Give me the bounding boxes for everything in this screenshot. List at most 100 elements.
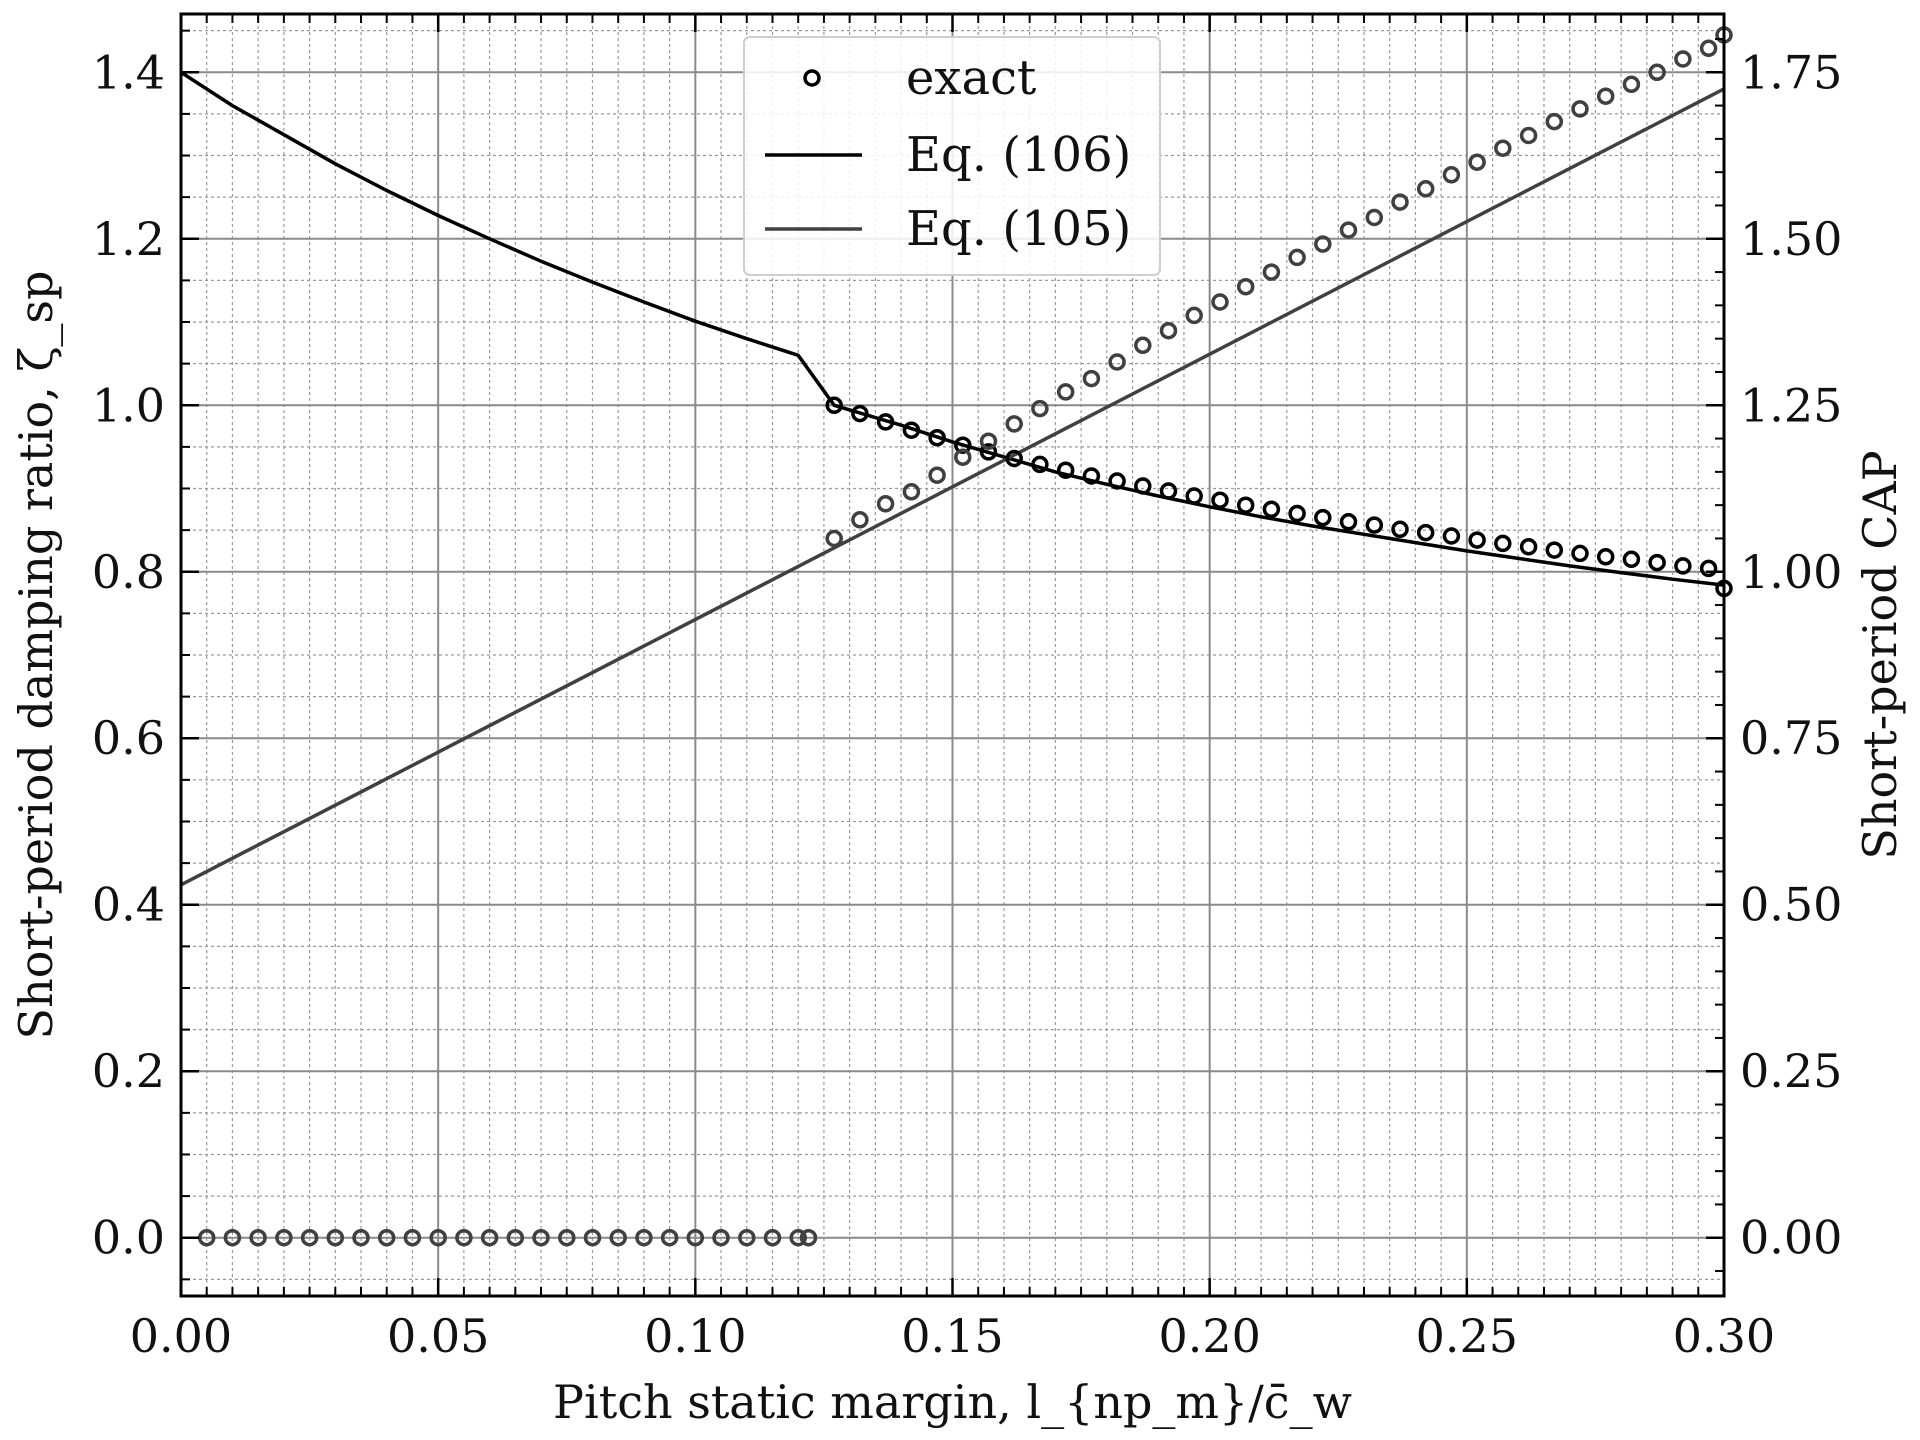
data-point	[954, 436, 972, 454]
data-point	[1622, 75, 1641, 94]
data-point	[1134, 477, 1152, 495]
y-right-tick-label: 1.50	[1740, 212, 1842, 266]
data-point	[1236, 496, 1255, 514]
data-point	[609, 1228, 627, 1247]
data-point	[1545, 541, 1564, 559]
data-point	[1416, 523, 1435, 542]
data-point	[1339, 221, 1358, 239]
data-point	[1031, 455, 1049, 474]
data-point	[635, 1228, 653, 1247]
y-left-tick-label: 0.4	[92, 878, 165, 932]
y-left-tick-label: 0.0	[92, 1211, 165, 1265]
data-point	[660, 1228, 679, 1247]
data-point	[799, 1228, 818, 1247]
data-point	[1211, 293, 1229, 311]
data-point	[928, 428, 946, 447]
data-point	[1545, 112, 1564, 131]
y-right-tick-label: 1.75	[1740, 45, 1842, 99]
data-point	[902, 421, 921, 439]
data-point	[1314, 508, 1332, 527]
y-right-tick-label: 0.75	[1740, 711, 1842, 765]
data-point	[1031, 399, 1049, 418]
data-point	[1056, 383, 1075, 401]
y-left-tick-label: 1.0	[92, 378, 165, 432]
axis-labels: 0.00 0.05 0.10 0.15 0.20 0.25 0.30 0.0 0.2 0.4 0.6…	[9, 45, 1907, 1429]
data-point	[1699, 559, 1718, 578]
data-point	[1108, 353, 1126, 371]
data-point	[1159, 482, 1178, 500]
data-point	[1571, 544, 1589, 563]
data-point	[326, 1228, 345, 1247]
data-point	[403, 1228, 422, 1247]
data-point	[1391, 520, 1409, 539]
legend-label: Eq. (106)	[906, 127, 1131, 183]
legend-box	[743, 36, 1161, 276]
data-point	[1442, 166, 1461, 184]
data-point	[876, 495, 895, 513]
data-point	[455, 1228, 473, 1247]
data-point	[1185, 306, 1203, 325]
data-point	[1159, 321, 1178, 340]
data-point	[1519, 538, 1538, 556]
data-point	[1365, 516, 1384, 534]
data-point	[1674, 557, 1692, 575]
data-point	[1262, 263, 1281, 281]
data-point	[1288, 504, 1306, 523]
data-point	[1262, 500, 1281, 519]
data-point	[1391, 193, 1409, 211]
legend-label: Eq. (105)	[906, 201, 1131, 257]
data-point	[1288, 248, 1306, 267]
data-point	[1468, 531, 1486, 549]
data-point	[275, 1228, 293, 1247]
x-axis-label: Pitch static margin, l_{np_m}/c̄_w	[553, 1375, 1352, 1429]
data-point	[532, 1228, 550, 1247]
y-right-tick-label: 1.00	[1740, 545, 1842, 599]
x-tick-label: 0.25	[1416, 1309, 1518, 1363]
data-point	[876, 413, 895, 431]
data-point	[1699, 39, 1718, 58]
data-point	[1056, 461, 1075, 479]
data-point	[1134, 336, 1152, 355]
data-point	[429, 1228, 447, 1247]
data-point	[1622, 550, 1641, 569]
data-point	[1416, 180, 1435, 198]
y-right-tick-label: 0.00	[1740, 1211, 1842, 1265]
y-right-tick-label: 1.25	[1740, 378, 1842, 432]
x-tick-label: 0.20	[1158, 1309, 1260, 1363]
data-point	[1365, 208, 1384, 227]
data-point	[1082, 467, 1101, 485]
legend-label: exact	[906, 50, 1036, 106]
y-right-tick-label: 0.50	[1740, 878, 1842, 932]
x-tick-label: 0.30	[1673, 1309, 1775, 1363]
series-line	[180, 70, 1725, 587]
y-left-tick-label: 0.6	[92, 711, 165, 765]
data-point	[979, 443, 998, 461]
data-point	[1339, 513, 1358, 531]
legend: exact Eq. (106) Eq. (105)	[743, 36, 1161, 276]
data-point	[825, 529, 843, 548]
data-point	[1005, 415, 1023, 433]
y-right-tick-label: 0.25	[1740, 1044, 1842, 1098]
series-line	[180, 87, 1725, 887]
data-point	[223, 1228, 242, 1247]
data-point	[1519, 126, 1538, 145]
data-point	[249, 1228, 267, 1247]
data-point	[583, 1228, 602, 1247]
y-left-axis-label: Short-period damping ratio, ζ_sp	[9, 271, 63, 1040]
data-point	[197, 1228, 216, 1247]
y-left-tick-label: 0.2	[92, 1044, 165, 1098]
data-point	[1108, 472, 1126, 490]
data-point	[480, 1228, 499, 1247]
x-tick-label: 0.00	[130, 1309, 232, 1363]
data-point	[954, 448, 972, 466]
data-point	[1082, 369, 1101, 388]
data-point	[738, 1228, 756, 1247]
data-point	[1494, 534, 1512, 553]
data-point	[1314, 235, 1332, 253]
data-point	[1005, 449, 1023, 468]
x-tick-label: 0.05	[387, 1309, 489, 1363]
data-point	[763, 1228, 782, 1247]
data-point	[902, 483, 921, 501]
data-point	[979, 432, 998, 450]
